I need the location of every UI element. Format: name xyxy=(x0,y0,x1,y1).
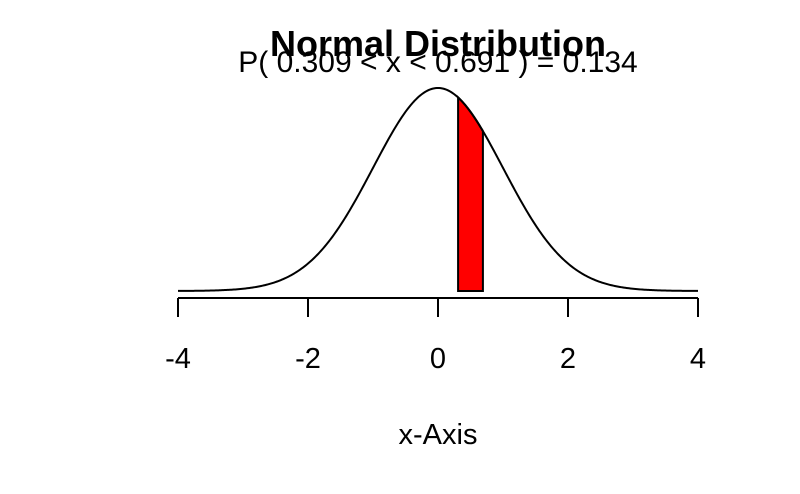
x-tick-label: -2 xyxy=(295,343,321,375)
x-tick-label: 2 xyxy=(560,343,576,375)
plot-area xyxy=(178,86,698,292)
density-curve xyxy=(178,86,698,292)
chart-subtitle: P( 0.309 < x < 0.691 ) = 0.134 xyxy=(238,46,637,79)
x-axis: -4 -2 0 2 4 xyxy=(165,297,706,375)
chart-title: Normal Distribution xyxy=(270,23,606,64)
x-axis-label: x-Axis xyxy=(399,419,478,451)
x-tick-label: 0 xyxy=(430,343,446,375)
x-tick-label: 4 xyxy=(690,343,706,375)
x-tick-label: -4 xyxy=(165,343,191,375)
